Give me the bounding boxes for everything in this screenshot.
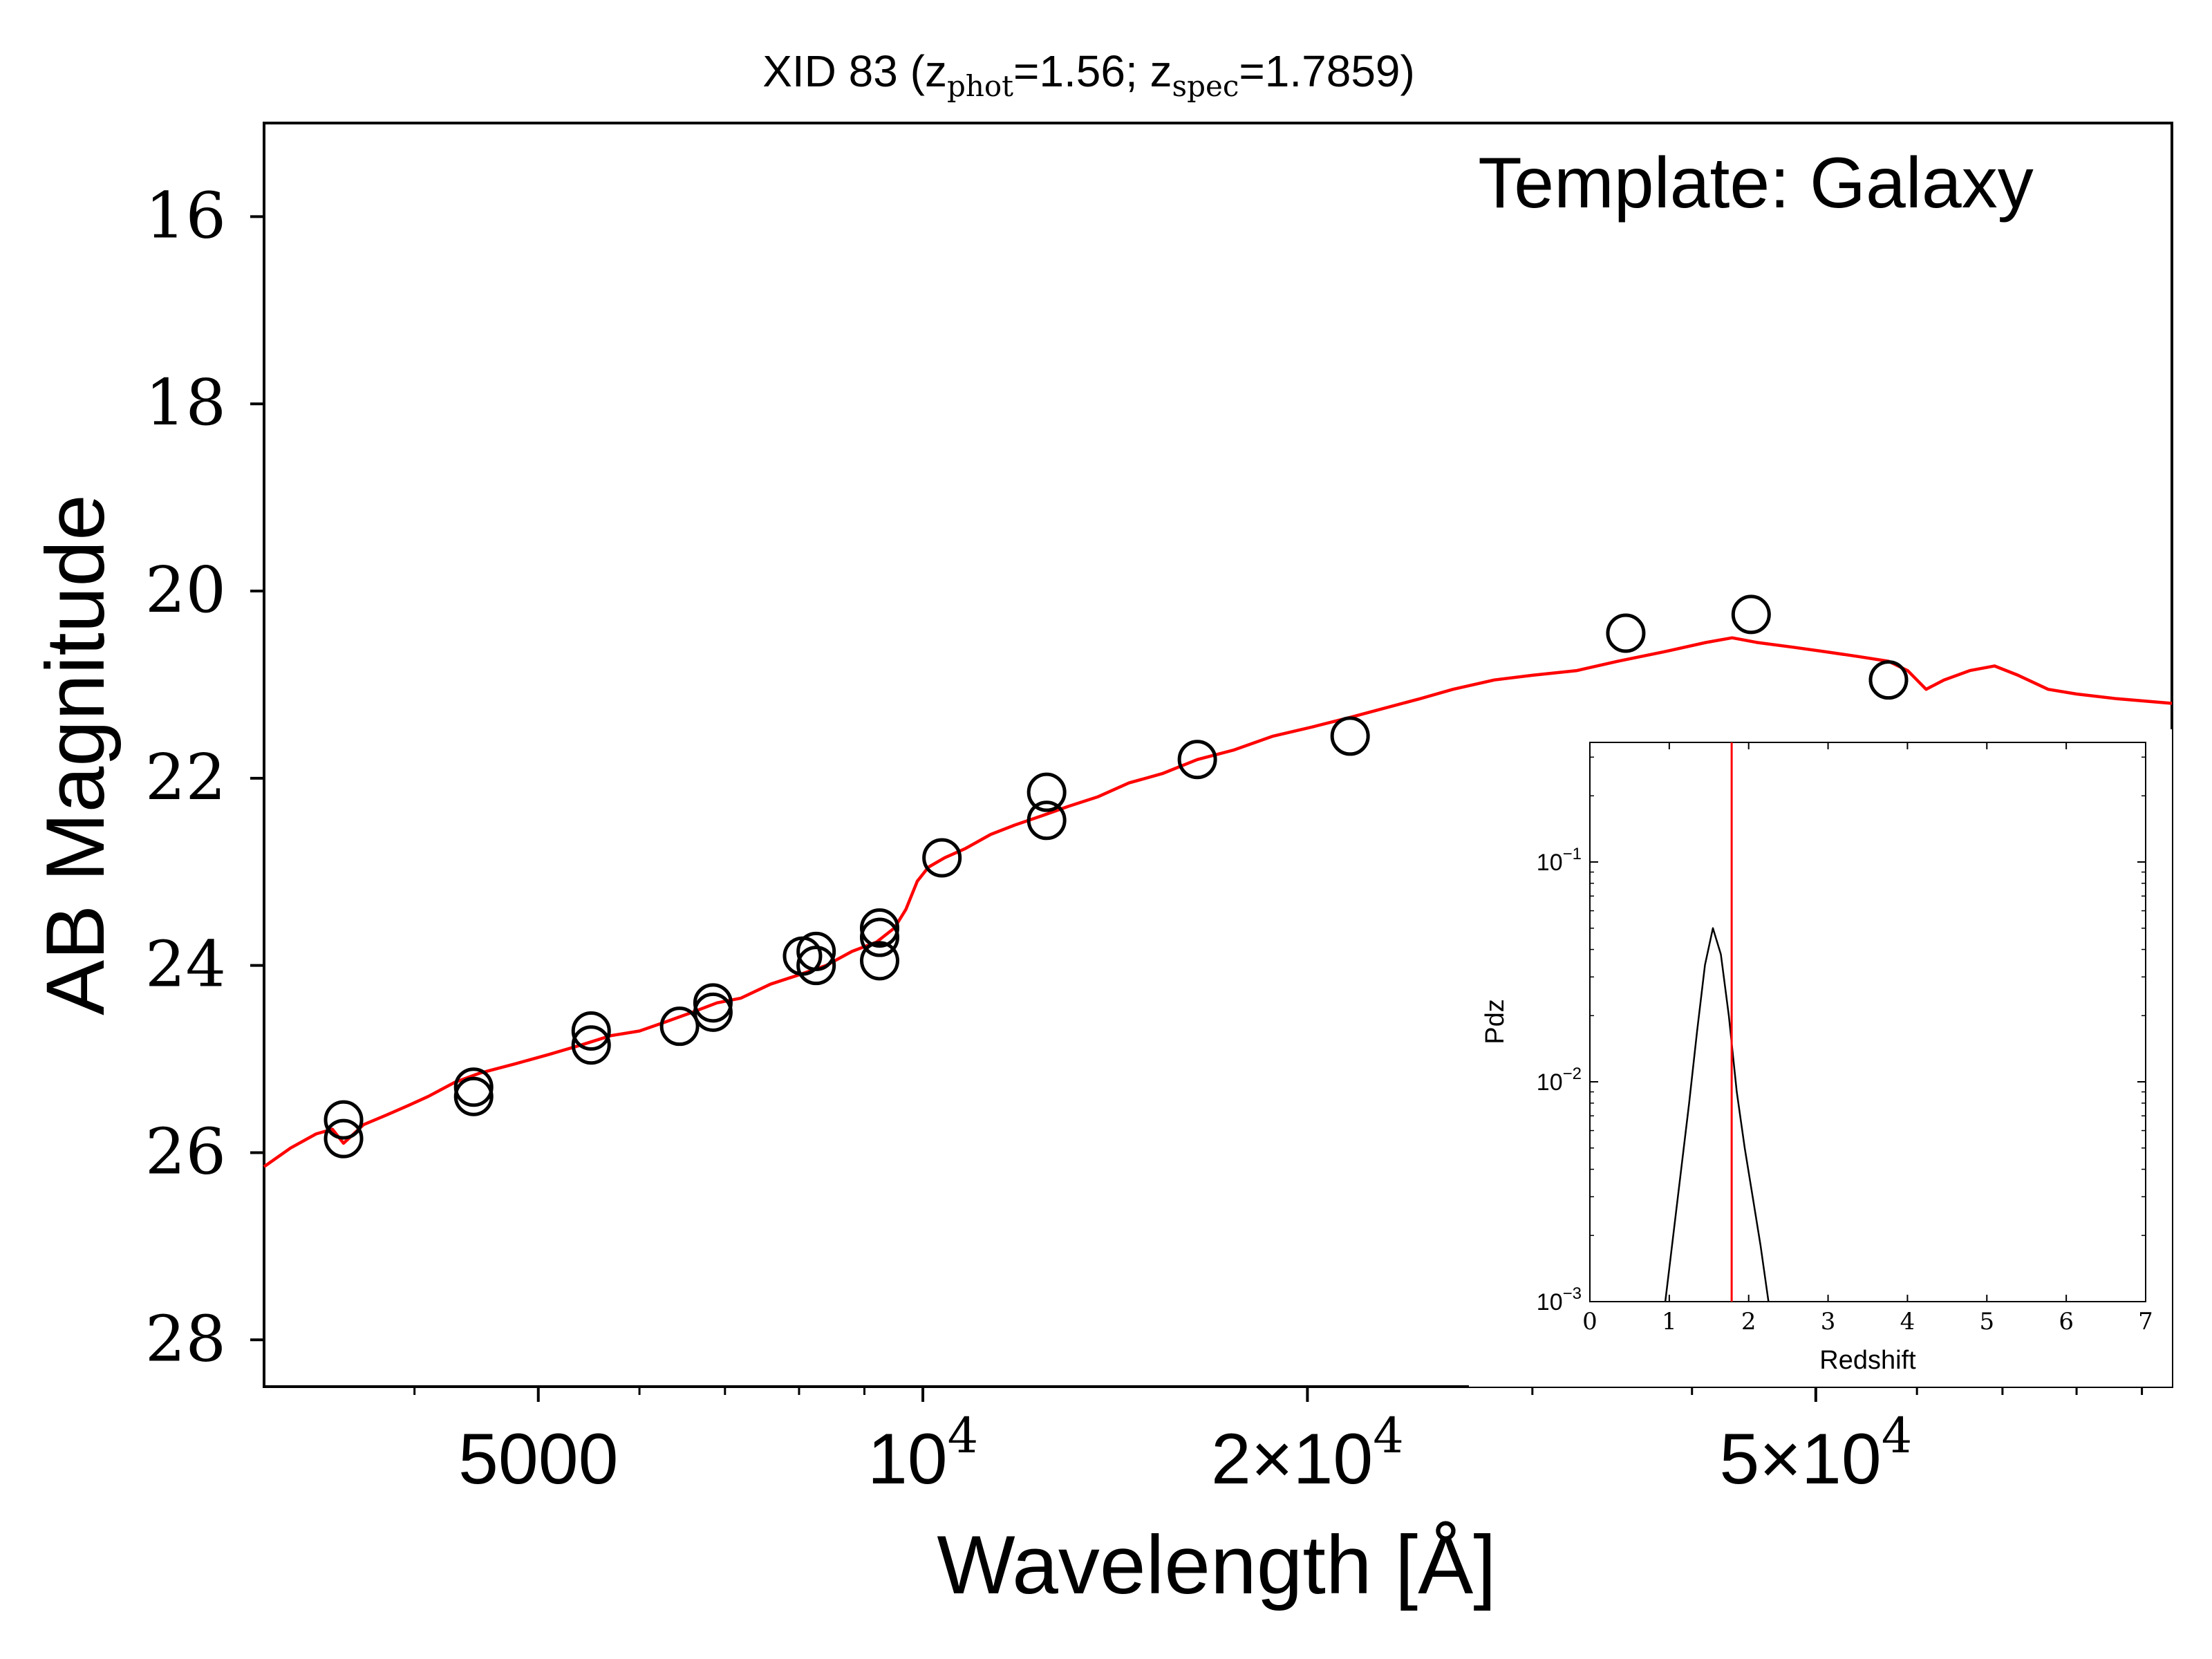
inset-plot-area [1589,742,2146,1302]
photometry-point [1731,594,1771,635]
photometry-point [453,1076,494,1116]
photometry-point [796,931,836,971]
observed-photometry-points [324,594,1909,1159]
x-tick-label: 2×104 [1211,1407,1404,1499]
photometry-point [453,1067,494,1107]
inset-x-tick-label: 1 [1662,1308,1677,1335]
inset-y-tick-label: 10−3 [1537,1284,1582,1315]
inset-background [1469,729,2172,1387]
pdz-curve-path [1664,927,1770,1302]
inset-y-axis-label: Pdz [1481,999,1510,1044]
y-tick-label: 20 [145,553,226,627]
y-axis-label: AB Magnitude [29,494,122,1015]
photometry-point [859,908,899,948]
photometry-point [659,1006,700,1047]
photometry-point [571,1011,611,1051]
photometry-point [859,917,899,957]
y-tick-label: 22 [145,740,226,814]
chart-title: XID 83 (zphot=1.56; zspec=1.7859) [762,46,1415,103]
model-line-path [263,636,2173,1168]
photometry-point [1027,772,1067,812]
x-tick-label: 104 [868,1407,978,1499]
y-tick-label: 26 [145,1114,226,1188]
photometry-point [693,992,733,1032]
y-tick-label: 28 [145,1302,226,1376]
inset-x-tick-label: 5 [1979,1308,1994,1335]
photometry-point [1177,740,1217,780]
photometry-point [922,838,962,878]
inset-x-tick-label: 4 [1900,1308,1915,1335]
inset-x-axis-label: Redshift [1819,1346,1916,1375]
inset-x-tick-label: 0 [1582,1308,1597,1335]
y-tick-label: 18 [145,366,226,440]
photometry-point [1606,613,1646,653]
pdz-curve [1664,927,1770,1302]
inset-x-tick-label: 7 [2138,1308,2153,1335]
photometry-point [1330,716,1370,756]
photometry-point [859,941,899,981]
inset-ticks: 0 1 2 3 4 5 6 7 10−1 10−2 10−3 [1537,742,2153,1335]
photometry-point [324,1100,364,1140]
inset-x-tick-label: 3 [1821,1308,1836,1335]
model-sed-line [263,636,2173,1168]
photometry-point [693,983,733,1023]
inset-y-tick-label: 10−1 [1537,845,1582,876]
inset-x-tick-label: 6 [2059,1308,2074,1335]
photometry-point [571,1025,611,1065]
photometry-point [324,1118,364,1159]
y-tick-label: 24 [145,928,226,1002]
photometry-point [796,946,836,986]
photometry-point [1027,800,1067,841]
inset-y-tick-label: 10−2 [1537,1065,1582,1096]
photometry-point [1868,660,1909,700]
y-tick-label: 16 [145,178,226,252]
x-tick-label: 5000 [458,1419,618,1499]
inset-x-tick-label: 2 [1741,1308,1756,1335]
x-tick-label: 5×104 [1719,1407,1912,1499]
x-axis-label: Wavelength [Å] [937,1519,1496,1611]
template-annotation: Template: Galaxy [1478,143,2033,223]
